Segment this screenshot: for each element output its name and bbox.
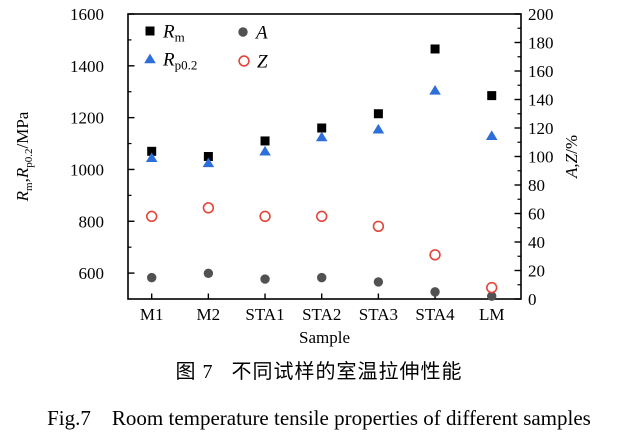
right-axis-tick-label: 180 xyxy=(528,34,554,53)
tensile-chart: 600 800 1000 1200 1400 1600 0 20 40 60 80 100 120 140… xyxy=(13,5,581,347)
left-axis-tick-label: 1000 xyxy=(70,160,104,179)
marker-Rm-M2 xyxy=(203,152,213,161)
legend-marker-Rp0.2 xyxy=(144,53,156,64)
right-axis-tick-label: 100 xyxy=(528,148,554,167)
legend-label-Rm: Rm xyxy=(162,22,185,45)
right-axis-tick-label: 20 xyxy=(528,262,545,281)
marker-Rm-STA4 xyxy=(430,44,440,54)
right-axis-tick-label: 160 xyxy=(528,62,554,81)
marker-Z-STA4 xyxy=(429,249,441,261)
legend-label-Z: Z xyxy=(257,52,268,73)
x-axis-tick-label: M1 xyxy=(140,305,164,324)
legend-marker-Z xyxy=(238,55,250,67)
x-axis-tick-label: M2 xyxy=(197,305,221,324)
x-axis-tick-label: STA4 xyxy=(415,305,455,324)
marker-A-STA2 xyxy=(317,272,327,283)
x-axis-tick-label: LM xyxy=(479,305,505,324)
marker-Rp0.2-STA4 xyxy=(429,85,441,95)
marker-Rp0.2-M2 xyxy=(202,157,215,168)
marker-Z-STA2 xyxy=(316,210,328,223)
left-axis-title: Rm,Rp0.2/MPa xyxy=(13,111,35,202)
right-axis-tick-label: 0 xyxy=(528,290,537,309)
right-axis-title: A,Z/% xyxy=(562,135,581,179)
marker-Z-LM xyxy=(486,281,498,294)
right-axis-tick-label: 40 xyxy=(528,233,545,252)
marker-A-STA4 xyxy=(430,287,440,297)
marker-Rp0.2-STA2 xyxy=(315,131,328,142)
caption-english: Fig.7 Room temperature tensile propertie… xyxy=(47,406,591,430)
chart-area: 600 800 1000 1200 1400 1600 0 20 40 60 80 100 120 140… xyxy=(13,5,581,347)
marker-Z-STA3 xyxy=(372,220,385,233)
left-axis-tick-label: 1600 xyxy=(70,5,104,24)
x-axis-tick-label: STA2 xyxy=(302,305,341,324)
marker-Rm-M1 xyxy=(147,146,157,156)
marker-Rm-STA3 xyxy=(373,109,383,119)
x-axis-title: Sample xyxy=(299,328,350,347)
marker-Rm-STA2 xyxy=(317,123,327,133)
marker-A-LM xyxy=(487,291,497,301)
marker-Z-M2 xyxy=(202,202,215,214)
caption-chinese: 图 7 不同试样的室温拉伸性能 xyxy=(175,361,463,383)
left-axis-tick-label: 1400 xyxy=(70,57,104,76)
marker-A-M2 xyxy=(203,268,214,279)
marker-Rm-LM xyxy=(487,91,497,101)
marker-Rp0.2-LM xyxy=(485,130,498,140)
x-axis-tick-label: STA3 xyxy=(359,305,398,324)
right-axis-tick-label: 120 xyxy=(528,119,554,138)
right-axis-tick-label: 140 xyxy=(528,91,554,110)
marker-Rp0.2-STA3 xyxy=(372,123,385,134)
marker-Rp0.2-M1 xyxy=(145,152,158,162)
marker-A-STA1 xyxy=(260,274,270,284)
legend-label-A: A xyxy=(254,23,268,44)
right-axis-tick-label: 60 xyxy=(528,205,545,224)
marker-A-M1 xyxy=(147,272,157,283)
marker-Z-M1 xyxy=(146,210,158,223)
legend-marker-A xyxy=(238,27,248,37)
left-axis-tick-label: 600 xyxy=(79,264,105,283)
x-axis-tick-label: STA1 xyxy=(245,305,284,324)
right-axis-tick-label: 200 xyxy=(528,5,554,24)
marker-Z-STA1 xyxy=(259,210,271,223)
marker-Rp0.2-STA1 xyxy=(259,145,271,156)
marker-Rm-STA1 xyxy=(260,136,270,146)
left-axis-tick-label: 1200 xyxy=(70,109,104,128)
legend-label-Rp0.2: Rp0.2 xyxy=(162,50,197,73)
legend-marker-Rm xyxy=(145,26,155,36)
right-axis-tick-label: 80 xyxy=(528,176,545,195)
marker-A-STA3 xyxy=(373,277,384,287)
left-axis-tick-label: 800 xyxy=(79,212,105,231)
